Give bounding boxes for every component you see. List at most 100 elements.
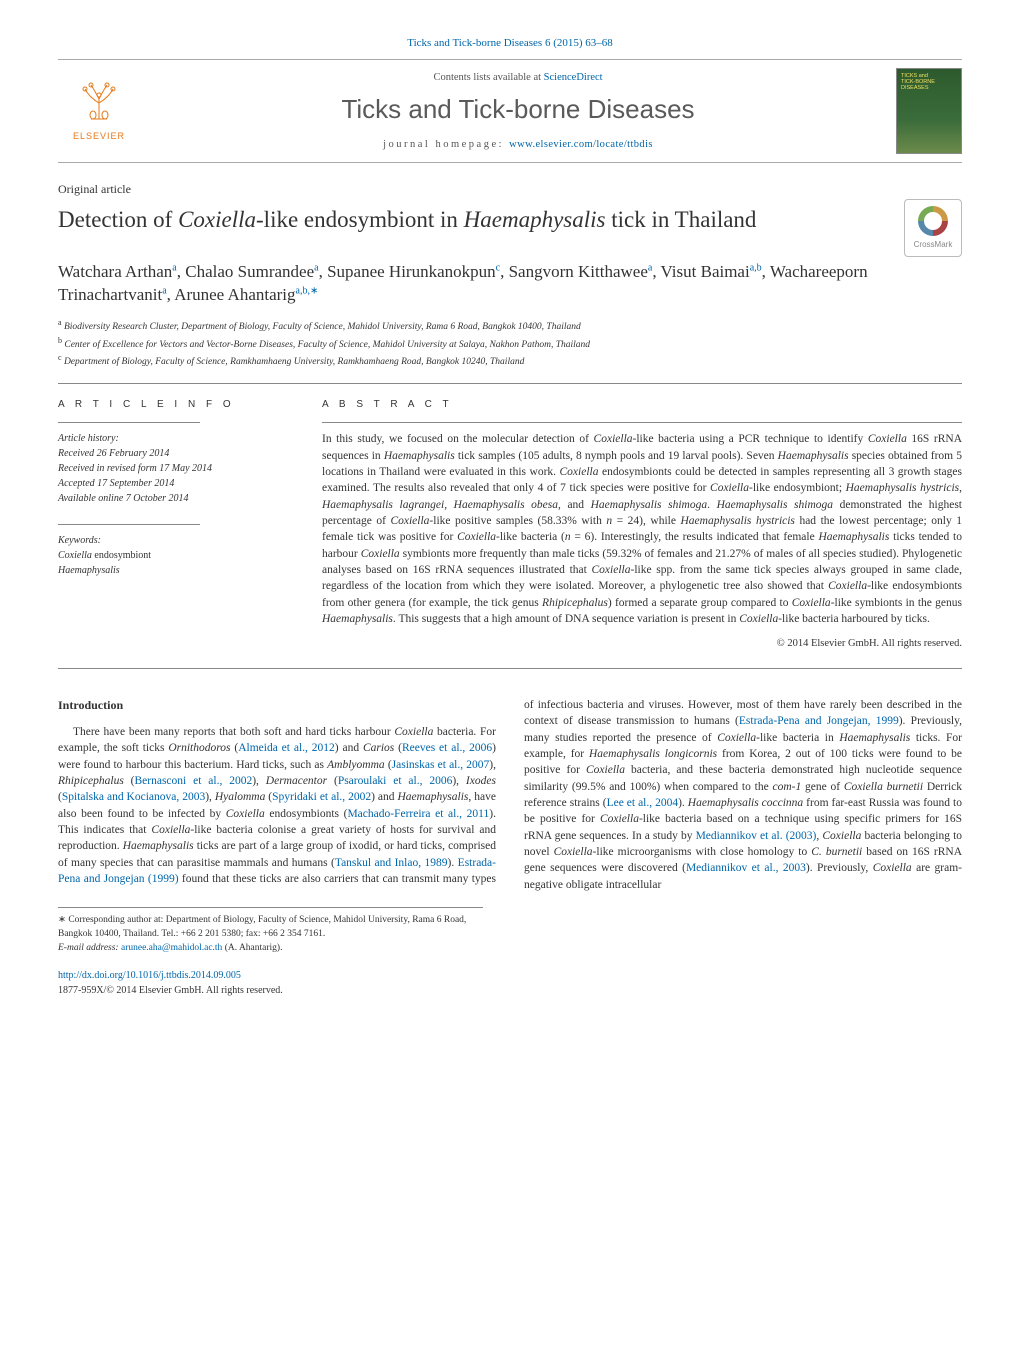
- divider-bottom: [58, 668, 962, 669]
- article-title: Detection of Coxiella-like endosymbiont …: [58, 206, 756, 235]
- author-3-sup: c: [496, 263, 500, 274]
- ref-psaroulaki-2006[interactable]: Psaroulaki et al., 2006: [338, 775, 453, 787]
- author-2-name: Chalao Sumrandee: [185, 262, 314, 281]
- running-head-citation: Ticks and Tick-borne Diseases 6 (2015) 6…: [58, 36, 962, 51]
- article-history: Article history: Received 26 February 20…: [58, 431, 294, 506]
- ref-jasinskas-2007[interactable]: Jasinskas et al., 2007: [392, 759, 490, 771]
- ref-reeves-2006[interactable]: Reeves et al., 2006: [402, 742, 492, 754]
- affiliation-a-text: Biodiversity Research Cluster, Departmen…: [64, 322, 581, 332]
- affiliation-c-text: Department of Biology, Faculty of Scienc…: [64, 357, 524, 367]
- keywords-block: Keywords: Coxiella endosymbiont Haemaphy…: [58, 533, 294, 578]
- title-seg-3: tick in Thailand: [605, 207, 756, 232]
- keywords-rule: [58, 524, 200, 525]
- sciencedirect-link[interactable]: ScienceDirect: [544, 72, 603, 83]
- elsevier-tree-icon: [77, 81, 121, 128]
- author-7-name: Arunee Ahantarig: [174, 285, 295, 304]
- author-2: Chalao Sumrandeea: [185, 262, 318, 281]
- abstract-copyright: © 2014 Elsevier GmbH. All rights reserve…: [322, 637, 962, 652]
- info-rule: [58, 422, 200, 423]
- cover-line-3: DISEASES: [901, 85, 957, 91]
- journal-masthead: ELSEVIER Contents lists available at Sci…: [58, 59, 962, 163]
- ref-spyridaki-2002[interactable]: Spyridaki et al., 2002: [272, 791, 371, 803]
- keyword-1-italic: Coxiella: [58, 550, 92, 561]
- email-post: (A. Ahantarig).: [222, 943, 282, 953]
- author-4-sup: a: [648, 263, 652, 274]
- title-italic-2: Haemaphysalis: [464, 207, 606, 232]
- history-online: Available online 7 October 2014: [58, 491, 294, 506]
- journal-title: Ticks and Tick-borne Diseases: [140, 91, 896, 127]
- article-info-column: A R T I C L E I N F O Article history: R…: [58, 398, 294, 652]
- ref-machado-ferreira-2011[interactable]: Machado-Ferreira et al., 2011: [347, 808, 489, 820]
- abstract-head: A B S T R A C T: [322, 398, 962, 412]
- contents-prefix: Contents lists available at: [433, 72, 543, 83]
- author-5-sup: a,b: [750, 263, 762, 274]
- corresponding-email-link[interactable]: arunee.aha@mahidol.ac.th: [121, 943, 222, 953]
- history-accepted: Accepted 17 September 2014: [58, 476, 294, 491]
- author-4-name: Sangvorn Kitthawee: [509, 262, 648, 281]
- corresponding-footnote: ∗ Corresponding author at: Department of…: [58, 907, 483, 955]
- abstract-rule: [322, 422, 962, 423]
- crossmark-badge[interactable]: CrossMark: [904, 199, 962, 257]
- ref-spitalska-2003[interactable]: Spitalska and Kocianova, 2003: [62, 791, 205, 803]
- author-1: Watchara Arthana: [58, 262, 177, 281]
- ref-bernasconi-2002[interactable]: Bernasconi et al., 2002: [135, 775, 253, 787]
- history-revised: Received in revised form 17 May 2014: [58, 461, 294, 476]
- doi-link[interactable]: http://dx.doi.org/10.1016/j.ttbdis.2014.…: [58, 970, 241, 981]
- elsevier-wordmark: ELSEVIER: [73, 130, 125, 143]
- title-block-row: Original article Detection of Coxiella-l…: [58, 181, 962, 257]
- author-1-name: Watchara Arthan: [58, 262, 172, 281]
- ref-mediannikov-2003a[interactable]: Mediannikov et al. (2003): [696, 830, 817, 842]
- email-line: E-mail address: arunee.aha@mahidol.ac.th…: [58, 942, 483, 956]
- author-5-name: Visut Baimai: [661, 262, 750, 281]
- affiliations: a Biodiversity Research Cluster, Departm…: [58, 317, 962, 369]
- ref-lee-2004[interactable]: Lee et al., 2004: [607, 797, 679, 809]
- email-label: E-mail address:: [58, 943, 121, 953]
- keyword-1: Coxiella endosymbiont: [58, 548, 294, 563]
- journal-cover-thumbnail: TICKS and TICK-BORNE DISEASES: [896, 68, 962, 154]
- keyword-1-rest: endosymbiont: [92, 550, 151, 561]
- affiliation-b: b Center of Excellence for Vectors and V…: [58, 335, 962, 352]
- ref-mediannikov-2003b[interactable]: Mediannikov et al., 2003: [686, 862, 806, 874]
- author-1-sup: a: [172, 263, 176, 274]
- introduction-heading: Introduction: [58, 697, 496, 714]
- keywords-head: Keywords:: [58, 533, 294, 548]
- title-seg-2: -like endosymbiont in: [256, 207, 464, 232]
- info-abstract-row: A R T I C L E I N F O Article history: R…: [58, 398, 962, 652]
- author-3: Supanee Hirunkanokpunc: [327, 262, 500, 281]
- ref-almeida-2012[interactable]: Almeida et al., 2012: [238, 742, 335, 754]
- ref-estrada-pena-1999b[interactable]: Estrada-Pena and Jongejan, 1999: [739, 715, 899, 727]
- title-block-left: Original article Detection of Coxiella-l…: [58, 181, 756, 247]
- contents-available-line: Contents lists available at ScienceDirec…: [140, 71, 896, 86]
- author-3-name: Supanee Hirunkanokpun: [327, 262, 496, 281]
- affiliation-a: a Biodiversity Research Cluster, Departm…: [58, 317, 962, 334]
- divider-top: [58, 383, 962, 384]
- masthead-center: Contents lists available at ScienceDirec…: [140, 71, 896, 153]
- intro-para-1: There have been many reports that both s…: [58, 697, 962, 893]
- author-5: Visut Baimaia,b: [661, 262, 762, 281]
- keyword-2: Haemaphysalis: [58, 563, 294, 578]
- journal-homepage-line: journal homepage: www.elsevier.com/locat…: [140, 138, 896, 153]
- author-4: Sangvorn Kitthaweea: [509, 262, 653, 281]
- history-received: Received 26 February 2014: [58, 446, 294, 461]
- elsevier-logo: ELSEVIER: [58, 70, 140, 152]
- crossmark-icon: [918, 206, 948, 236]
- author-2-sup: a: [314, 263, 318, 274]
- author-6-sup: a: [162, 286, 166, 297]
- title-italic-1: Coxiella: [178, 207, 256, 232]
- journal-homepage-link[interactable]: www.elsevier.com/locate/ttbdis: [509, 139, 653, 150]
- authors-list: Watchara Arthana, Chalao Sumrandeea, Sup…: [58, 261, 962, 307]
- history-label: Article history:: [58, 431, 294, 446]
- article-type: Original article: [58, 181, 756, 198]
- ref-tanskul-1989[interactable]: Tanskul and Inlao, 1989: [335, 857, 448, 869]
- abstract-text: In this study, we focused on the molecul…: [322, 431, 962, 627]
- affiliation-b-text: Center of Excellence for Vectors and Vec…: [64, 340, 590, 350]
- body-two-column: Introduction There have been many report…: [58, 697, 962, 893]
- author-7-sup: a,b,∗: [296, 286, 319, 297]
- affiliation-c: c Department of Biology, Faculty of Scie…: [58, 352, 962, 369]
- crossmark-label: CrossMark: [914, 239, 953, 250]
- doi-block: http://dx.doi.org/10.1016/j.ttbdis.2014.…: [58, 969, 962, 998]
- title-seg-1: Detection of: [58, 207, 178, 232]
- homepage-prefix: journal homepage:: [383, 139, 509, 150]
- author-7: Arunee Ahantariga,b,∗: [174, 285, 318, 304]
- article-info-head: A R T I C L E I N F O: [58, 398, 294, 412]
